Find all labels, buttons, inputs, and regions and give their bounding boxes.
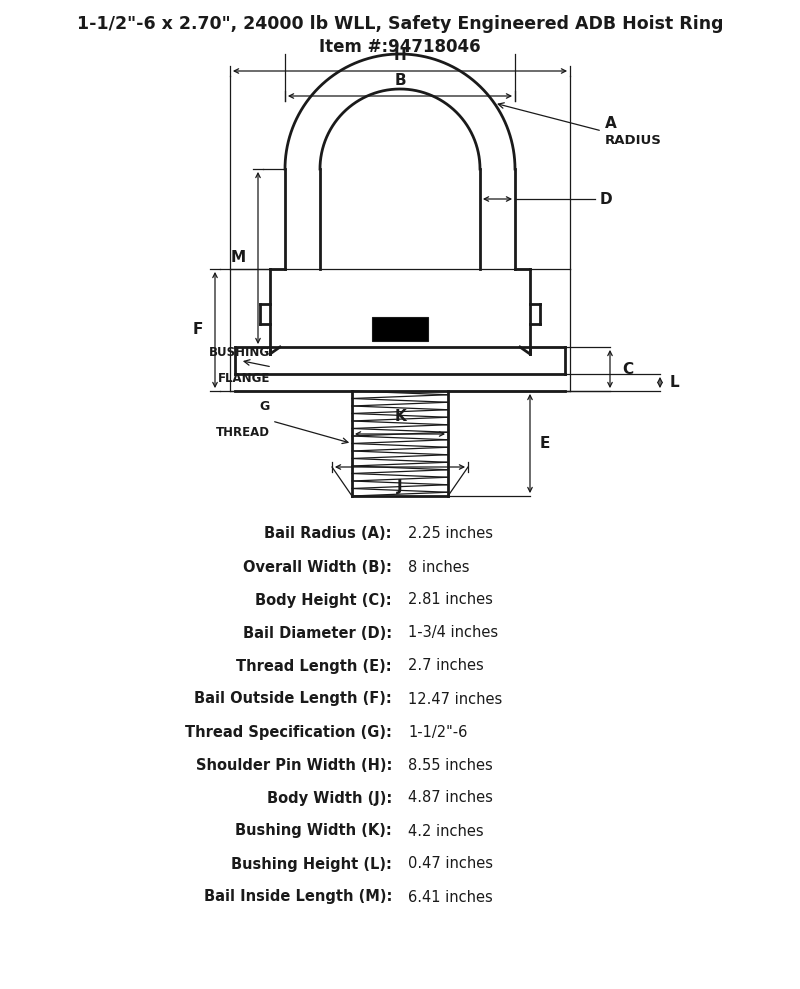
Text: Bail Inside Length (M):: Bail Inside Length (M): xyxy=(204,889,392,905)
Text: Bail Outside Length (F):: Bail Outside Length (F): xyxy=(194,691,392,706)
Text: 2.25 inches: 2.25 inches xyxy=(408,526,493,542)
Text: C: C xyxy=(622,362,633,377)
Text: Thread Specification (G):: Thread Specification (G): xyxy=(185,725,392,740)
Text: Bail Radius (A):: Bail Radius (A): xyxy=(265,526,392,542)
Text: 1-1/2"-6 x 2.70", 24000 lb WLL, Safety Engineered ADB Hoist Ring: 1-1/2"-6 x 2.70", 24000 lb WLL, Safety E… xyxy=(77,15,723,33)
Text: Body Width (J):: Body Width (J): xyxy=(266,790,392,805)
Polygon shape xyxy=(372,317,428,341)
Text: 8 inches: 8 inches xyxy=(408,560,470,575)
Text: Thread Length (E):: Thread Length (E): xyxy=(236,659,392,674)
Text: 4.87 inches: 4.87 inches xyxy=(408,790,493,805)
Text: A: A xyxy=(605,116,617,131)
Text: E: E xyxy=(540,436,550,451)
Text: J: J xyxy=(397,479,403,494)
Text: B: B xyxy=(394,73,406,88)
Text: Body Height (C):: Body Height (C): xyxy=(255,592,392,607)
Text: Bail Diameter (D):: Bail Diameter (D): xyxy=(243,625,392,641)
Text: RADIUS: RADIUS xyxy=(605,135,662,147)
Text: 4.2 inches: 4.2 inches xyxy=(408,824,484,839)
Text: FLANGE: FLANGE xyxy=(218,372,270,385)
Text: 12.47 inches: 12.47 inches xyxy=(408,691,502,706)
Text: Shoulder Pin Width (H):: Shoulder Pin Width (H): xyxy=(196,758,392,772)
Text: F: F xyxy=(193,322,203,337)
Text: BUSHING: BUSHING xyxy=(209,346,270,359)
Text: 0.47 inches: 0.47 inches xyxy=(408,856,493,871)
Text: K: K xyxy=(394,409,406,424)
Text: 8.55 inches: 8.55 inches xyxy=(408,758,493,772)
Text: G: G xyxy=(260,400,270,413)
Text: Bushing Height (L):: Bushing Height (L): xyxy=(231,856,392,871)
Text: 6.41 inches: 6.41 inches xyxy=(408,889,493,905)
Text: Item #:94718046: Item #:94718046 xyxy=(319,38,481,56)
Text: THREAD: THREAD xyxy=(216,426,270,439)
Text: 2.7 inches: 2.7 inches xyxy=(408,659,484,674)
Text: Overall Width (B):: Overall Width (B): xyxy=(243,560,392,575)
Text: H: H xyxy=(394,48,406,63)
Text: 1-3/4 inches: 1-3/4 inches xyxy=(408,625,498,641)
Text: 2.81 inches: 2.81 inches xyxy=(408,592,493,607)
Text: D: D xyxy=(600,192,613,207)
Text: Bushing Width (K):: Bushing Width (K): xyxy=(235,824,392,839)
Text: 1-1/2"-6: 1-1/2"-6 xyxy=(408,725,467,740)
Text: L: L xyxy=(670,375,680,390)
Text: M: M xyxy=(231,250,246,265)
